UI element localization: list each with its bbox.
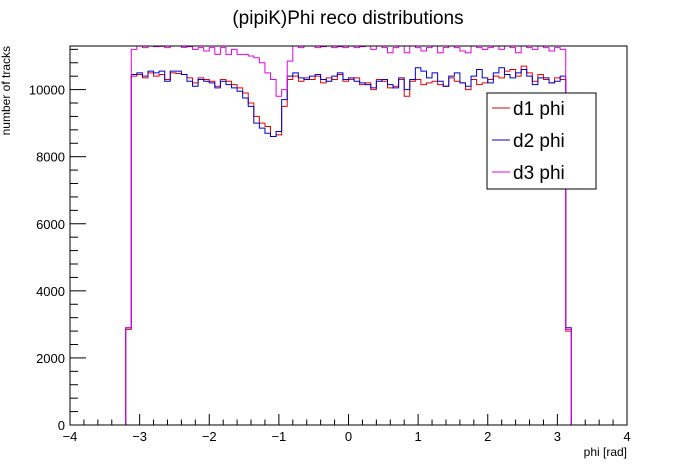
- legend-label: d3 phi: [513, 163, 565, 184]
- x-tick-label: 1: [415, 429, 422, 444]
- x-tick-label: −3: [132, 429, 147, 444]
- y-tick-label: 0: [58, 418, 65, 433]
- y-tick-label: 6000: [36, 217, 65, 232]
- x-tick-label: 2: [484, 429, 491, 444]
- x-tick-label: −1: [271, 429, 286, 444]
- x-tick-label: 0: [345, 429, 352, 444]
- x-tick-label: −2: [202, 429, 217, 444]
- chart-title: (pipiK)Phi reco distributions: [232, 8, 463, 29]
- axis-ticks: [69, 48, 628, 426]
- x-tick-label: 3: [554, 429, 561, 444]
- legend-label: d2 phi: [513, 131, 565, 152]
- legend-label: d1 phi: [513, 99, 565, 120]
- x-tick-label: 4: [623, 429, 630, 444]
- legend: d1 phi d2 phi d3 phi: [486, 92, 597, 190]
- x-tick-labels: −4 −3 −2 −1 0 1 2 3 4: [63, 429, 631, 444]
- legend-box: [486, 92, 597, 190]
- y-tick-label: 8000: [36, 150, 65, 165]
- x-axis-label: phi [rad]: [584, 445, 627, 459]
- x-tick-label: −4: [63, 429, 78, 444]
- y-tick-labels: 0 2000 4000 6000 8000 10000: [29, 83, 65, 433]
- plot-frame: [69, 45, 628, 426]
- y-tick-label: 4000: [36, 284, 65, 299]
- y-axis-label: number of tracks: [0, 46, 13, 135]
- y-tick-label: 10000: [29, 83, 65, 98]
- series-line-d2-phi: [70, 67, 627, 426]
- y-tick-label: 2000: [36, 351, 65, 366]
